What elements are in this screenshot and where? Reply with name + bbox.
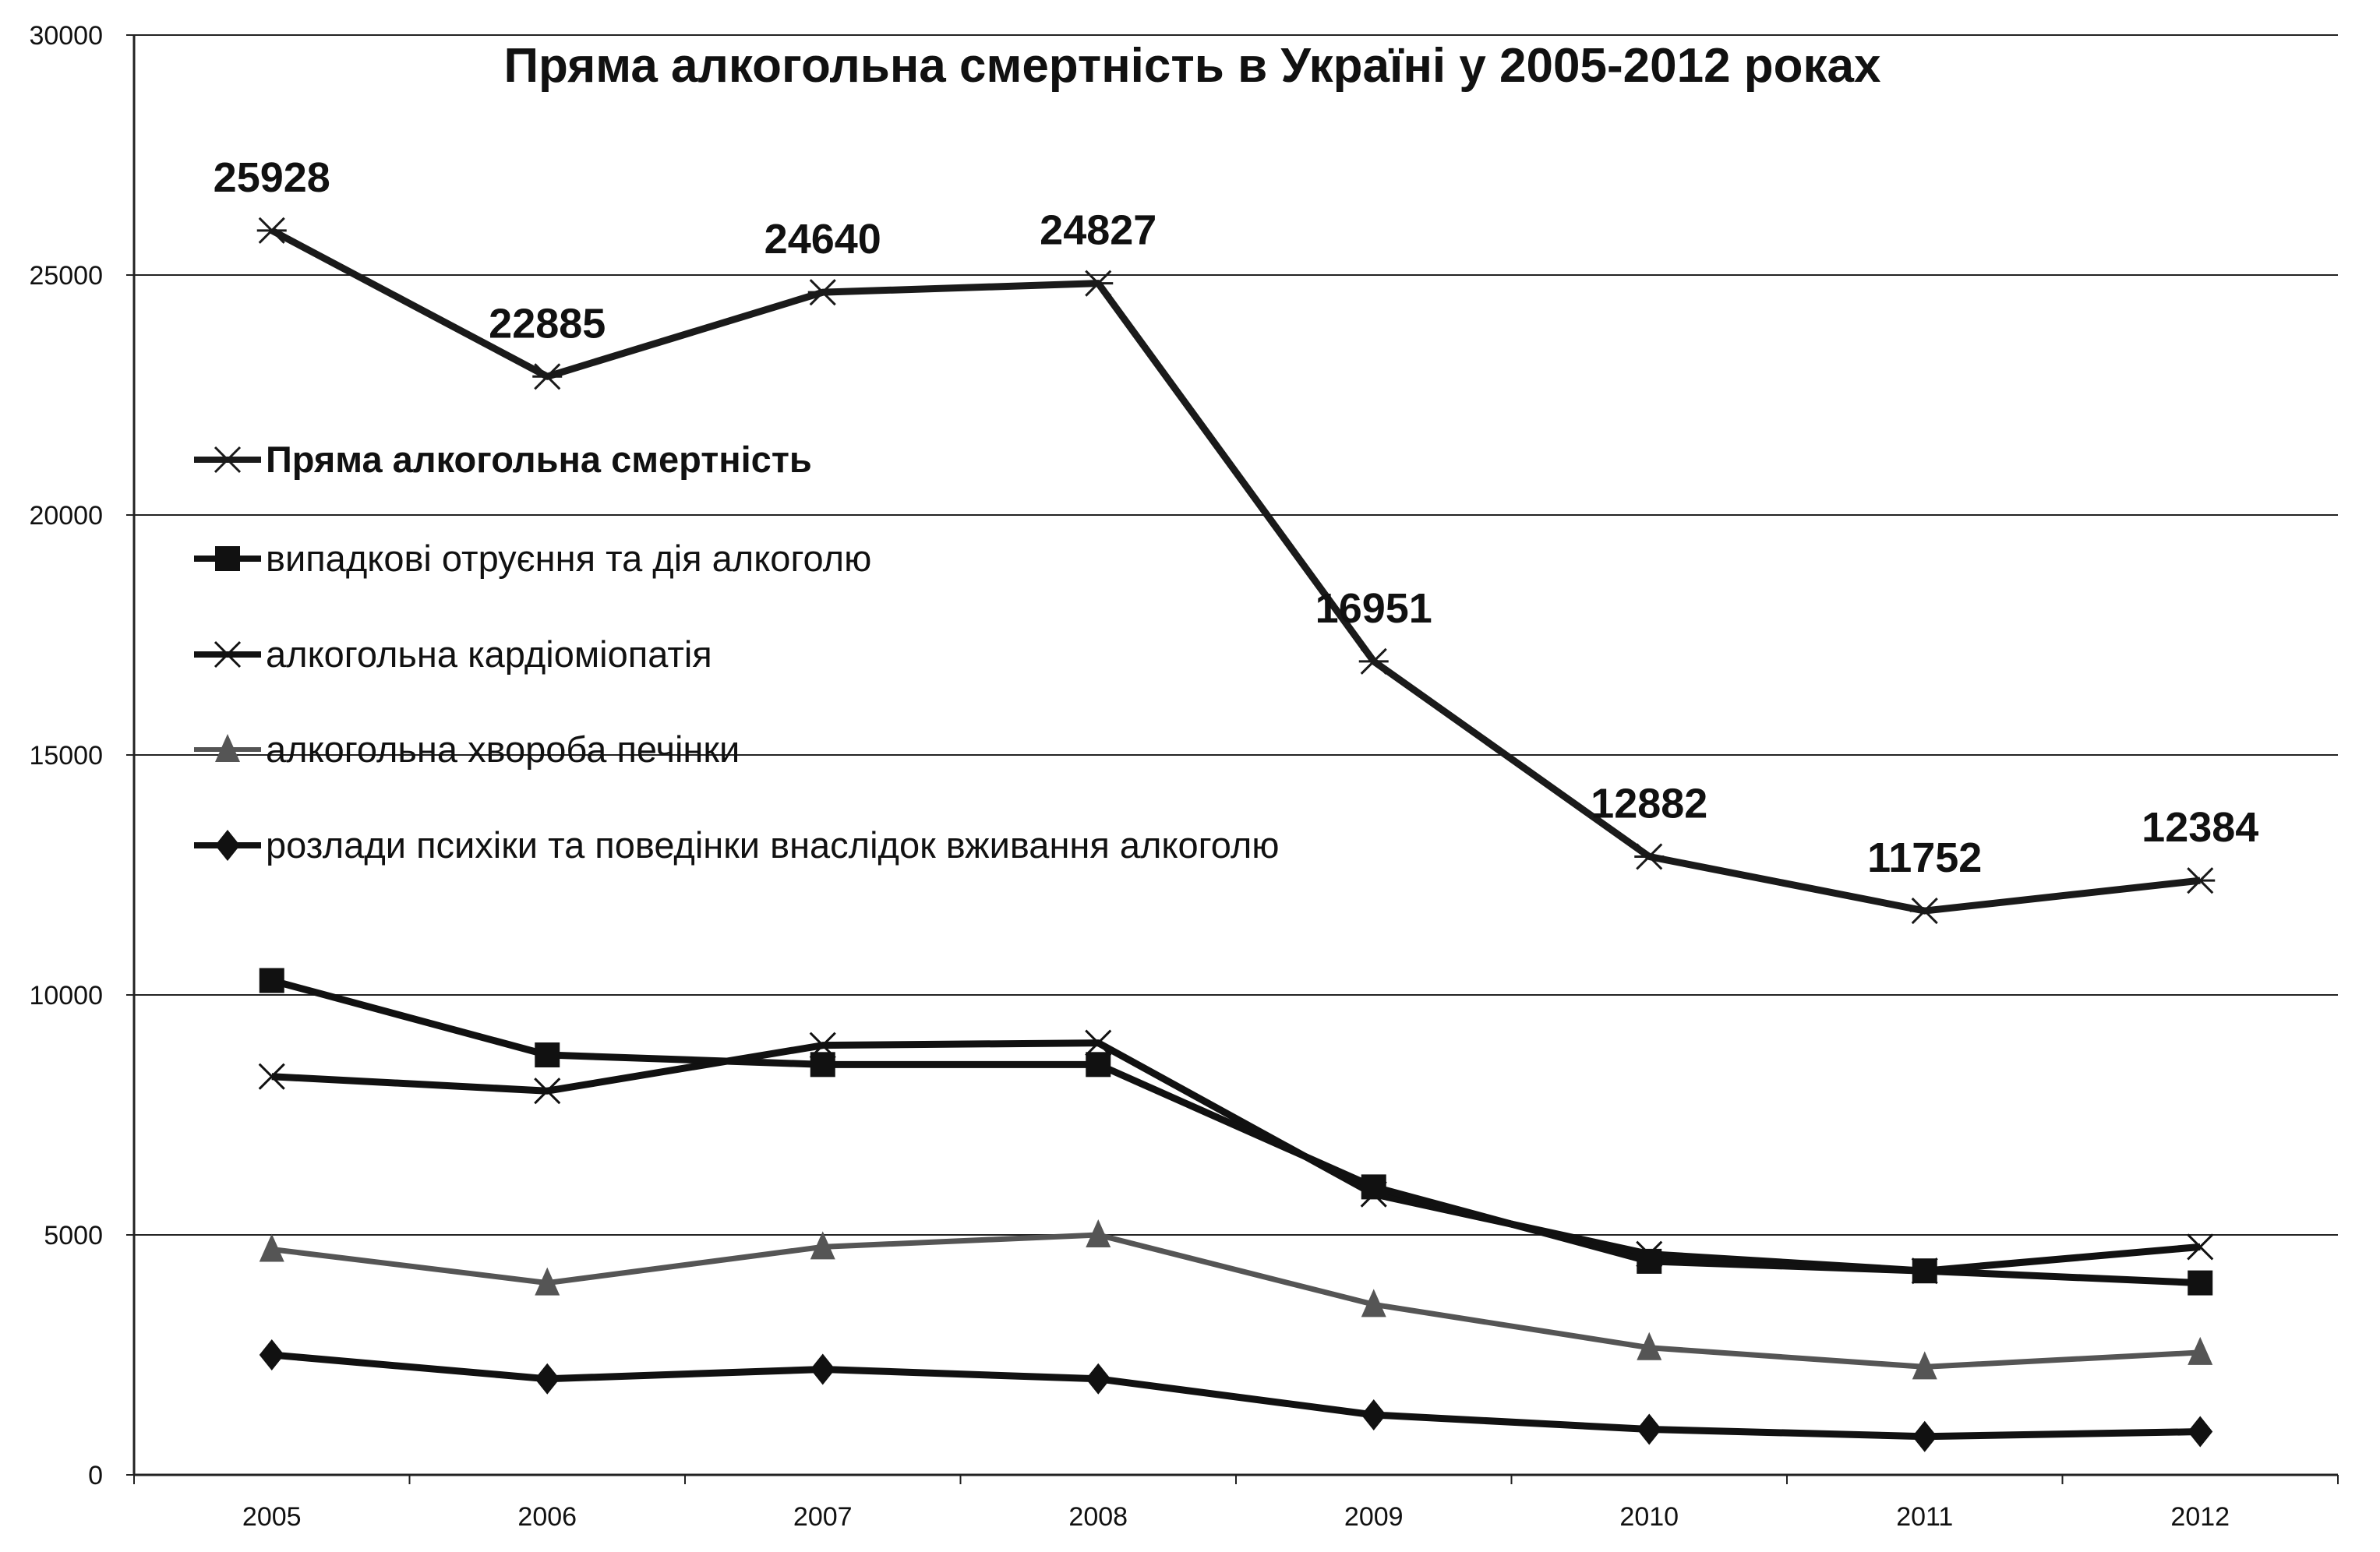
legend-label: алкогольна хвороба печінки (266, 728, 740, 770)
series-3 (259, 1219, 2213, 1380)
square-marker (535, 1042, 560, 1067)
triangle-marker (1912, 1351, 1937, 1380)
square-marker (259, 968, 284, 993)
series-0 (256, 217, 2216, 925)
square-marker (1637, 1248, 1662, 1274)
legend-item: алкогольна кардіоміопатія (194, 633, 712, 675)
x-tick-label: 2009 (1344, 1502, 1404, 1532)
data-label: 24640 (764, 216, 881, 263)
x-marker (534, 1078, 561, 1105)
square-marker (2188, 1270, 2213, 1296)
legend-label: Пряма алкогольна смертність (266, 439, 812, 480)
legend-label: алкогольна кардіоміопатія (266, 633, 712, 675)
asterisk-marker (213, 446, 242, 474)
diamond-marker (810, 1353, 835, 1385)
legend-label: розлади психіки та поведінки внаслідок в… (266, 824, 1280, 866)
x-marker (214, 640, 242, 668)
y-tick-label: 25000 (29, 261, 103, 291)
series-line (271, 1232, 2201, 1370)
asterisk-marker (1634, 843, 1665, 870)
square-marker (1361, 1174, 1386, 1200)
triangle-marker (810, 1231, 835, 1260)
square-marker (215, 546, 240, 571)
data-label: 25928 (214, 154, 330, 201)
triangle-marker (215, 734, 240, 762)
x-marker (2187, 1233, 2214, 1261)
x-tick-label: 2007 (793, 1502, 853, 1532)
x-tick-label: 2008 (1068, 1502, 1128, 1532)
x-tick-label: 2011 (1896, 1502, 1953, 1532)
data-label: 12384 (2142, 804, 2258, 851)
triangle-marker (2188, 1336, 2213, 1365)
diamond-marker (1086, 1363, 1111, 1395)
series-line (270, 977, 2201, 1287)
axes: 0 5000 10000 15000 20000 25000 30000 2005 2006 20… (29, 21, 2339, 1532)
chart-title: Пряма алкогольна смертність в Україні у … (503, 39, 1881, 93)
data-label: 24827 (1040, 207, 1156, 254)
diamond-marker (1637, 1413, 1662, 1445)
series-group (256, 217, 2216, 1452)
triangle-marker (535, 1267, 560, 1296)
asterisk-marker (1083, 270, 1114, 297)
legend-item: Пряма алкогольна смертність (194, 439, 812, 480)
y-tick-label: 15000 (29, 741, 103, 771)
y-tick-label: 20000 (29, 501, 103, 531)
data-label: 16951 (1315, 585, 1432, 632)
data-labels: 25928 22885 24640 24827 16951 12882 11752 12384 (214, 154, 2259, 881)
x-tick-label: 2005 (242, 1502, 302, 1532)
y-tick-label: 30000 (29, 21, 103, 51)
legend-label: випадкові отруєння та дія алкоголю (266, 538, 871, 579)
square-marker (1086, 1052, 1111, 1078)
legend-item: випадкові отруєння та дія алкоголю (194, 538, 871, 579)
asterisk-marker (1909, 898, 1940, 925)
data-label: 22885 (489, 300, 606, 347)
triangle-marker (1086, 1219, 1111, 1247)
triangle-marker (1361, 1289, 1386, 1317)
data-label: 11752 (1867, 834, 1982, 881)
diamond-marker (1912, 1420, 1937, 1452)
asterisk-marker (256, 217, 287, 244)
y-tick-label: 5000 (44, 1221, 103, 1250)
x-tick-label: 2010 (1619, 1502, 1679, 1532)
diamond-marker (259, 1339, 284, 1370)
square-marker (1912, 1258, 1937, 1284)
legend-item: алкогольна хвороба печінки (194, 728, 740, 770)
diamond-marker (2188, 1416, 2213, 1448)
series-1 (259, 968, 2213, 1296)
series-line (270, 227, 2201, 915)
gridlines (134, 34, 2338, 1236)
y-tick-label: 0 (88, 1461, 103, 1490)
diamond-marker (215, 830, 240, 861)
asterisk-marker (2185, 867, 2216, 894)
legend-item: розлади психіки та поведінки внаслідок в… (194, 824, 1280, 866)
x-tick-label: 2006 (517, 1502, 577, 1532)
x-tick-label: 2012 (2170, 1502, 2230, 1532)
legend: Пряма алкогольна смертність випадкові отр… (194, 439, 1280, 866)
series-4 (259, 1339, 2213, 1452)
diamond-marker (535, 1363, 560, 1395)
y-tick-label: 10000 (29, 981, 103, 1011)
asterisk-marker (807, 279, 838, 306)
x-marker (1085, 1029, 1112, 1056)
asterisk-marker (532, 363, 563, 390)
square-marker (810, 1052, 835, 1078)
triangle-marker (1637, 1332, 1662, 1360)
series-line (271, 1351, 2201, 1441)
data-label: 12882 (1591, 780, 1707, 827)
asterisk-marker (1358, 647, 1389, 675)
triangle-marker (259, 1233, 284, 1262)
x-marker (258, 1063, 285, 1090)
diamond-marker (1361, 1399, 1386, 1430)
